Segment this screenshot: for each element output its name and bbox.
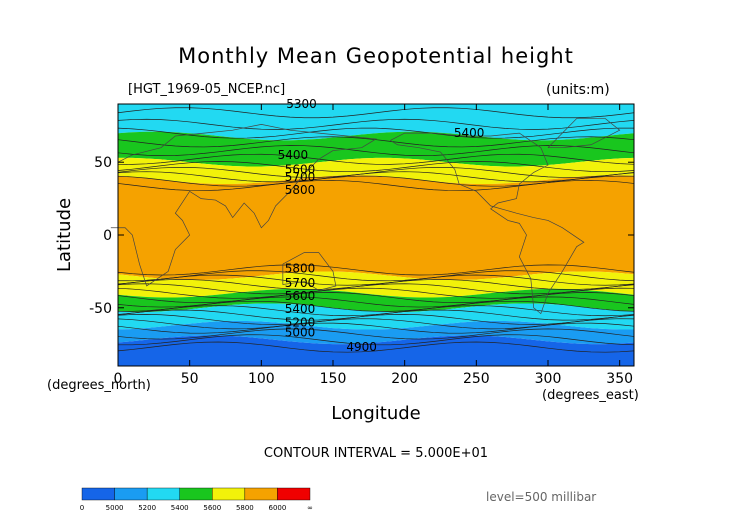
contour-label: 5600 [285,163,316,177]
chart-title: Monthly Mean Geopotential height [178,44,574,68]
fill-band [118,320,634,345]
contour-line [117,279,635,290]
x-tick-label: 300 [535,371,562,387]
contour-line [117,145,635,157]
colorbar-segment [277,487,311,501]
colorbar-segment [179,487,213,501]
contour-line [117,107,635,119]
contour-label: 5000 [285,326,316,340]
coastline [547,118,621,149]
colorbar-label: 5400 [171,504,189,512]
contour-line [117,334,635,346]
contour-line [117,153,635,165]
y-axis-label: Latitude [54,197,75,272]
coastline [110,124,378,287]
x-tick-label: 100 [248,371,275,387]
source-file-label: [HGT_1969-05_NCEP.nc] [128,82,286,97]
colorbar-label: 5000 [106,504,124,512]
contour-line [117,161,635,173]
x-axis-label: Longitude [331,403,421,424]
contour-label: 5800 [285,183,316,197]
fill-band [118,131,634,167]
colorbar-label: 5600 [203,504,221,512]
coastline [390,132,585,315]
contour-line [117,300,635,312]
colorbar: 0 5000 5200 5400 5600 5800 6000 ∞ [80,487,313,512]
x-tick-label: 250 [463,371,490,387]
contour-line [117,270,635,282]
x-tick-label: 200 [391,371,418,387]
x-axis-units: (degrees_east) [542,388,639,403]
contour-label: 5700 [285,276,316,290]
contour-line [117,136,635,148]
contour-line [117,180,635,191]
x-tick-label: 150 [320,371,347,387]
contour-label: 5800 [285,261,316,275]
y-axis-units: (degrees_north) [47,378,151,393]
x-tick-label: 350 [606,371,633,387]
level-note: level=500 millibar [486,490,597,504]
contour-lines [117,107,635,353]
contour-labels: 5300540054005600570058005800570056005400… [278,97,485,354]
contour-label: 4900 [346,340,377,354]
contour-line [117,264,635,276]
colorbar-segment [114,487,148,501]
colorbar-segment [81,487,115,501]
y-tick-label: -50 [89,301,112,317]
contour-line [117,309,635,321]
colorbar-label: 6000 [269,504,287,512]
fill-band [118,157,634,184]
y-tick-label: 50 [94,155,112,171]
contour-label: 5400 [454,126,485,140]
colorbar-label: 5200 [138,504,156,512]
fill-band [118,303,634,330]
colorbar-segment [212,487,246,501]
x-tick-label: 0 [114,371,123,387]
contour-line [117,292,635,303]
colorbar-segment [146,487,180,501]
contour-label: 5400 [278,148,309,162]
contour-line [117,127,635,139]
coastlines [110,118,621,315]
axes: 0 50 100 150 200 250 300 350 -50 0 50 [89,103,635,387]
contour-line [117,171,635,183]
units-label: (units:m) [546,82,610,98]
fill-band [118,175,634,281]
contour-label: 5700 [285,170,316,184]
contour-label: 5400 [285,302,316,316]
fill-band [118,288,634,313]
contour-line [117,322,635,334]
coastline [282,252,337,291]
contour-label: 5600 [285,289,316,303]
contour-line [117,118,635,130]
colorbar-segment [244,487,278,501]
y-tick-label: 0 [103,228,112,244]
x-tick-label: 50 [181,371,199,387]
contour-interval-note: CONTOUR INTERVAL = 5.000E+01 [263,446,489,461]
colorbar-label: ∞ [307,504,313,512]
contour-label: 5200 [285,315,316,329]
contour-line [117,313,635,325]
colorbar-label: 0 [80,504,84,512]
colorbar-label: 5800 [236,504,254,512]
contour-line [117,328,635,340]
contour-line [117,167,635,178]
contour-line [117,341,635,353]
